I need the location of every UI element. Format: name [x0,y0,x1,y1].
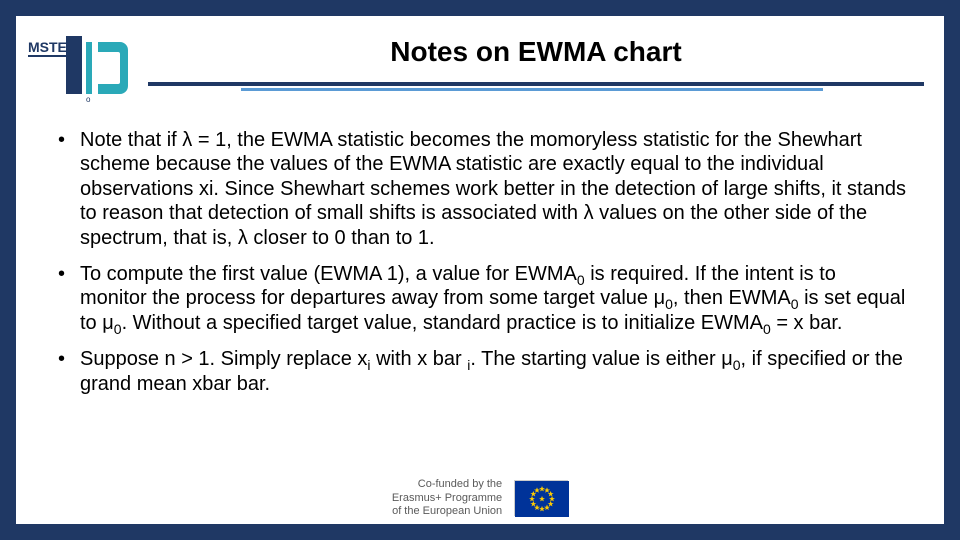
frame-border-right [944,0,960,540]
slide-body: Note that if λ = 1, the EWMA statistic b… [16,104,944,396]
logo-mste40: MSTE o [24,34,144,104]
cofunded-text: Co-funded by the Erasmus+ Programme of t… [392,478,502,518]
cofund-line1: Co-funded by the [392,478,502,491]
bullet-list: Note that if λ = 1, the EWMA statistic b… [58,128,908,396]
cofund-line3: of the European Union [392,505,502,518]
slide-title: Notes on EWMA chart [144,36,928,68]
bullet-item: Suppose n > 1. Simply replace xi with x … [58,347,908,396]
frame-border-bottom [0,524,960,540]
slide-inner: MSTE o Notes on EWMA chart Note that if … [16,16,944,524]
bullet-item: To compute the first value (EWMA 1), a v… [58,262,908,335]
bullet-item: Note that if λ = 1, the EWMA statistic b… [58,128,908,250]
footer: Co-funded by the Erasmus+ Programme of t… [16,478,944,518]
logo-dot: o [86,95,91,104]
logo-text-top: MSTE [28,39,67,55]
frame-border-top [0,0,960,16]
rule-primary [148,82,924,86]
title-underline [144,82,928,91]
eu-flag-icon [514,480,568,516]
title-area: Notes on EWMA chart [144,34,928,91]
rule-secondary [241,88,823,91]
frame-border-left [0,0,16,540]
cofund-line2: Erasmus+ Programme [392,492,502,505]
slide: MSTE o Notes on EWMA chart Note that if … [0,0,960,540]
header: MSTE o Notes on EWMA chart [16,16,944,104]
